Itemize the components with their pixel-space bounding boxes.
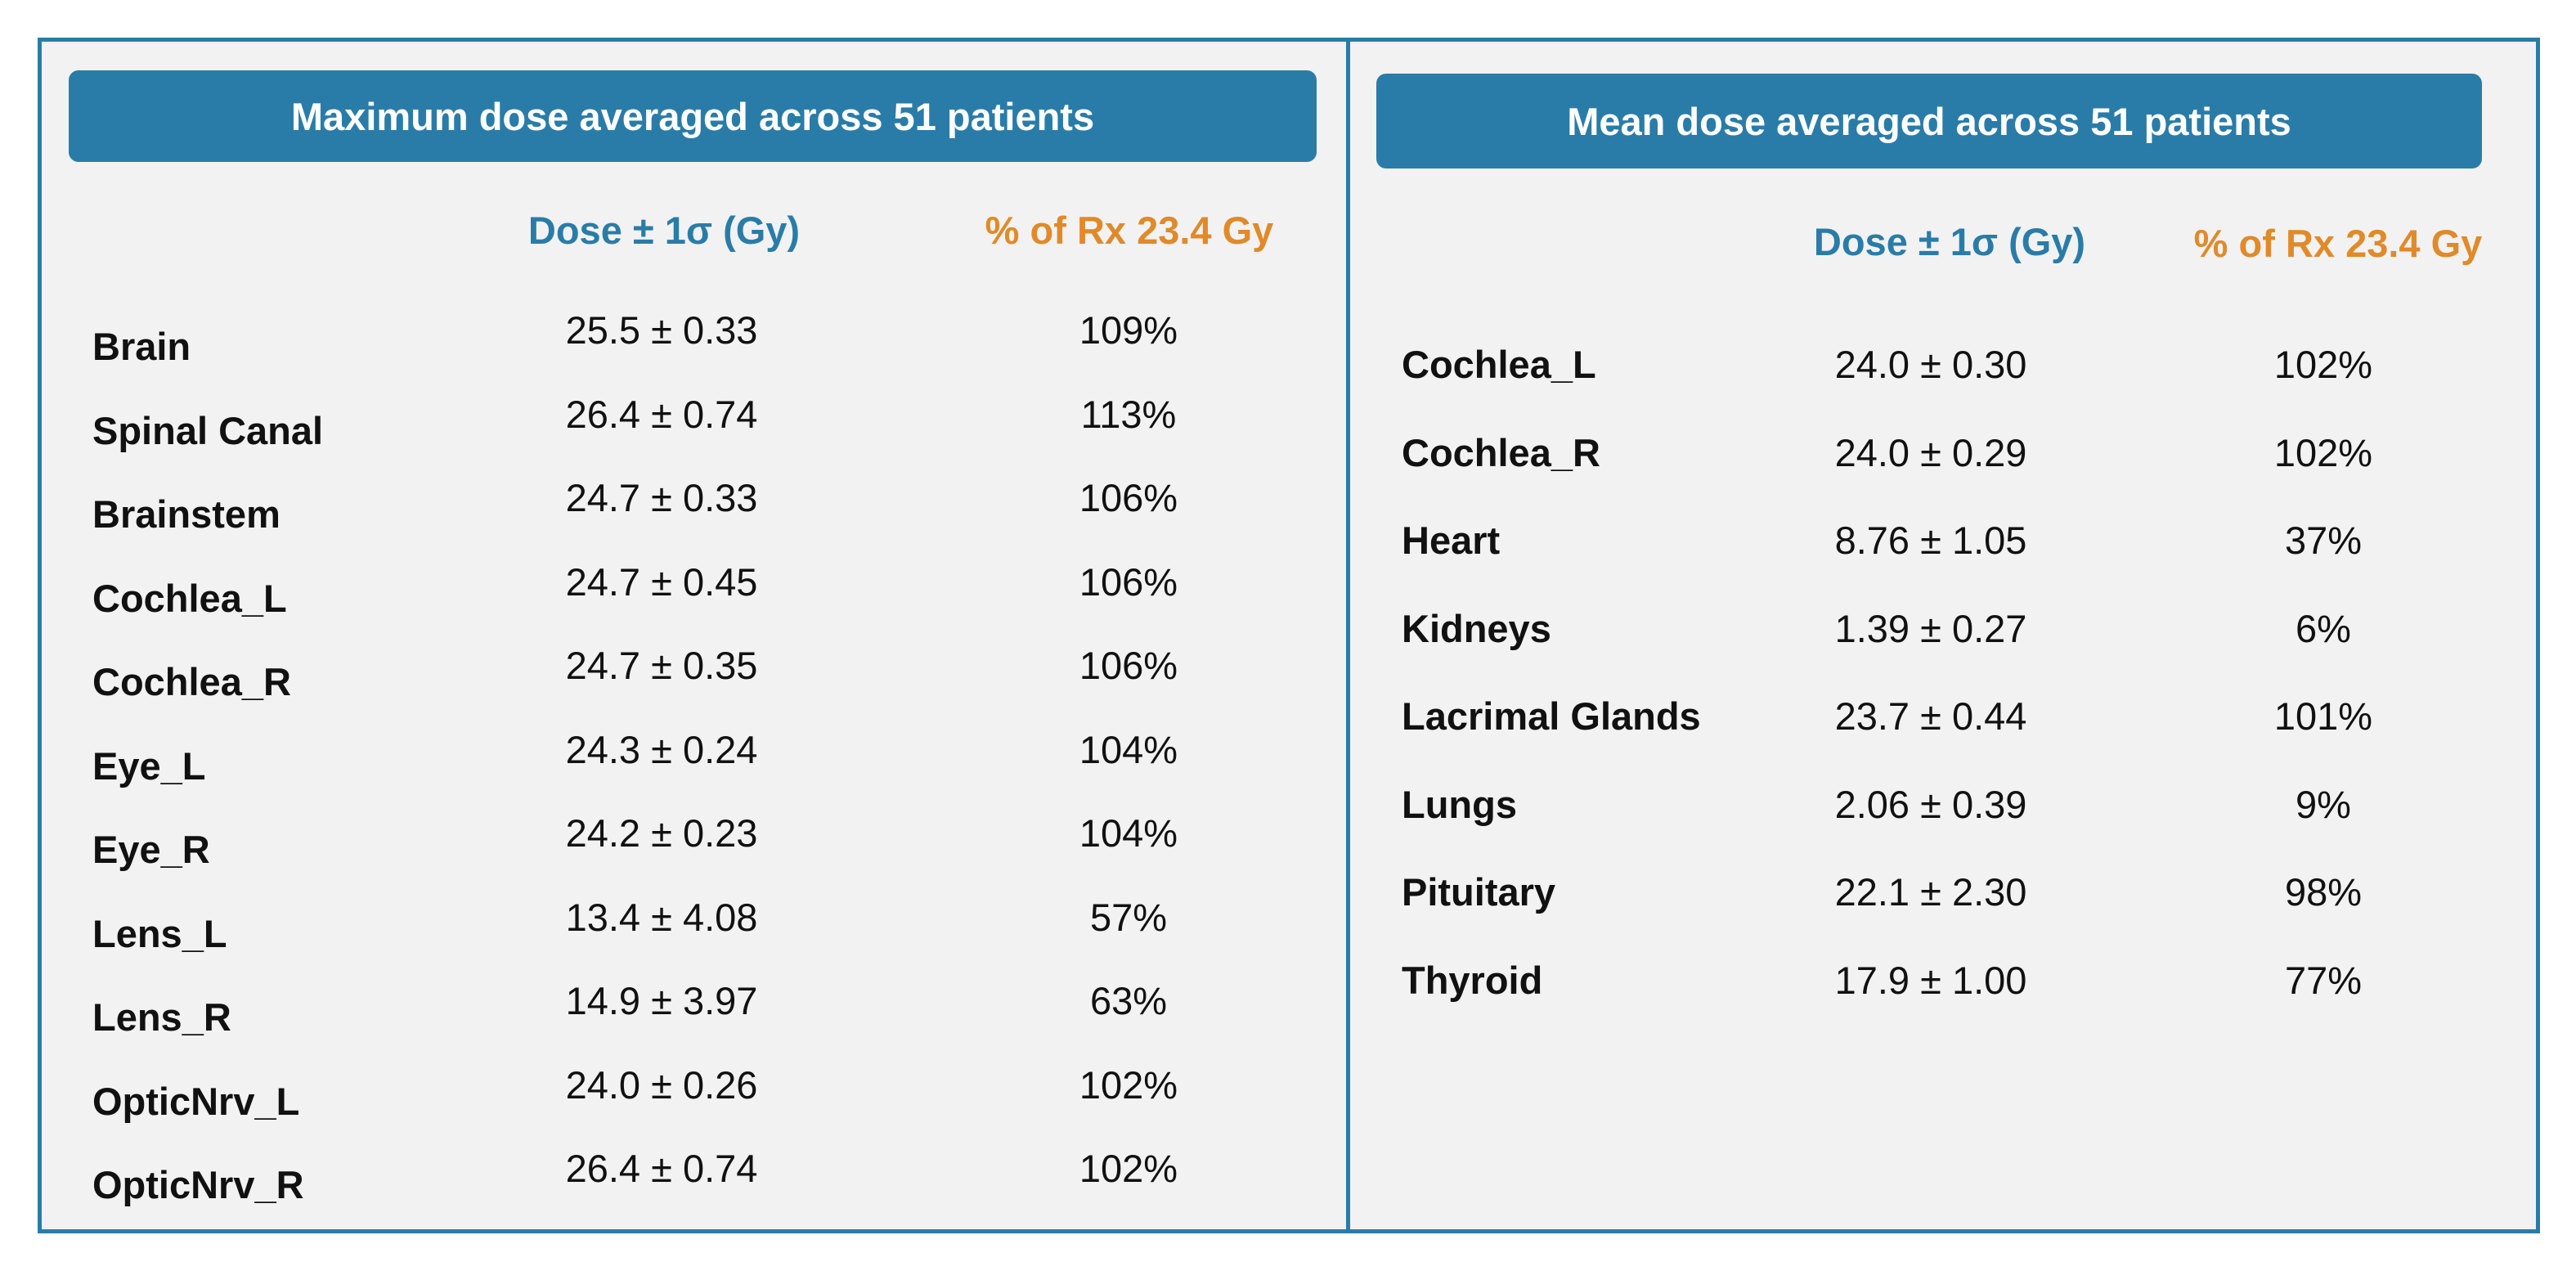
max-dose-dose-value: 24.7 ± 0.33: [565, 476, 758, 519]
mean-dose-dose-value: 23.7 ± 0.44: [1834, 694, 2027, 738]
mean-dose-structure-name: Thyroid: [1402, 958, 1543, 1002]
mean-dose-structure-name: Heart: [1402, 519, 1501, 562]
max-dose-title: Maximum dose averaged across 51 patients: [69, 70, 1317, 162]
max-dose-dose-value: 13.4 ± 4.08: [565, 895, 758, 939]
max-dose-pct-value: 106%: [1079, 476, 1178, 519]
max-dose-pct-header: % of Rx 23.4 Gy: [985, 209, 1274, 252]
mean-dose-structure-name: Cochlea_R: [1402, 430, 1600, 474]
max-dose-pct-value: 63%: [1089, 979, 1168, 1022]
max-dose-structure-name: Brainstem: [92, 492, 280, 536]
mean-dose-pct-header: % of Rx 23.4 Gy: [2193, 222, 2483, 265]
max-dose-structure-name: Eye_L: [92, 743, 206, 788]
mean-dose-pct-value: 102%: [2273, 430, 2373, 474]
max-dose-structure-name: Brain: [92, 325, 191, 368]
mean-dose-dose-value: 22.1 ± 2.30: [1834, 870, 2027, 914]
mean-dose-dose-value: 24.0 ± 0.30: [1834, 343, 2027, 386]
max-dose-dose-value: 24.7 ± 0.35: [565, 644, 758, 687]
max-dose-dose-value: 26.4 ± 0.74: [565, 1147, 758, 1190]
max-dose-structure-name: Lens_R: [92, 995, 231, 1039]
max-dose-pct-value: 102%: [1079, 1062, 1178, 1107]
max-dose-structure-name: Eye_R: [92, 828, 210, 871]
mean-dose-structure-name: Pituitary: [1402, 870, 1556, 914]
max-dose-dose-value: 24.3 ± 0.24: [565, 727, 758, 771]
mean-dose-pct-value: 102%: [2273, 343, 2373, 386]
mean-dose-structure-name: Lacrimal Glands: [1402, 694, 1701, 738]
max-dose-structure-name: Lens_L: [92, 911, 227, 955]
mean-dose-dose-value: 8.76 ± 1.05: [1834, 519, 2027, 562]
max-dose-pct-value: 113%: [1080, 392, 1177, 436]
max-dose-dose-value: 24.2 ± 0.23: [565, 811, 758, 855]
max-dose-dose-value: 14.9 ± 3.97: [565, 979, 758, 1022]
mean-dose-dose-value: 24.0 ± 0.29: [1834, 430, 2027, 474]
max-dose-pct-value: 104%: [1079, 811, 1178, 855]
max-dose-pct-value: 106%: [1079, 559, 1178, 604]
max-dose-pct-value: 104%: [1079, 727, 1178, 771]
mean-dose-dose-header: Dose ± 1σ (Gy): [1813, 220, 2086, 263]
max-dose-structure-name: Spinal Canal: [92, 408, 324, 452]
max-dose-dose-value: 24.0 ± 0.26: [565, 1062, 758, 1107]
max-dose-dose-value: 26.4 ± 0.74: [565, 392, 758, 436]
mean-dose-panel: Mean dose averaged across 51 patients Do…: [1346, 38, 2540, 1233]
mean-dose-pct-value: 77%: [2284, 958, 2363, 1002]
mean-dose-structure-name: Kidneys: [1402, 606, 1551, 650]
mean-dose-structure-name: Cochlea_L: [1402, 343, 1596, 386]
max-dose-pct-value: 102%: [1079, 1147, 1178, 1190]
mean-dose-dose-value: 17.9 ± 1.00: [1834, 958, 2027, 1002]
max-dose-dose-value: 24.7 ± 0.45: [565, 559, 758, 604]
max-dose-panel: Maximum dose averaged across 51 patients…: [38, 38, 1351, 1233]
max-dose-dose-header: Dose ± 1σ (Gy): [527, 209, 801, 252]
mean-dose-pct-value: 6%: [2296, 606, 2351, 650]
mean-dose-pct-value: 37%: [2284, 519, 2363, 562]
mean-dose-dose-value: 1.39 ± 0.27: [1834, 606, 2027, 650]
mean-dose-dose-value: 2.06 ± 0.39: [1834, 782, 2027, 826]
mean-dose-structure-name: Lungs: [1402, 782, 1517, 826]
max-dose-structure-name: OpticNrv_L: [92, 1079, 300, 1123]
mean-dose-pct-value: 98%: [2284, 870, 2363, 914]
mean-dose-title: Mean dose averaged across 51 patients: [1376, 74, 2482, 168]
max-dose-structure-name: Cochlea_L: [92, 576, 287, 620]
mean-dose-pct-value: 9%: [2296, 782, 2351, 826]
max-dose-pct-value: 106%: [1079, 644, 1178, 687]
mean-dose-pct-value: 101%: [2273, 694, 2373, 738]
max-dose-pct-value: 57%: [1089, 895, 1168, 939]
max-dose-dose-value: 25.5 ± 0.33: [565, 308, 758, 352]
max-dose-structure-name: OpticNrv_R: [92, 1163, 304, 1206]
max-dose-pct-value: 109%: [1079, 308, 1178, 352]
max-dose-structure-name: Cochlea_R: [92, 660, 291, 703]
